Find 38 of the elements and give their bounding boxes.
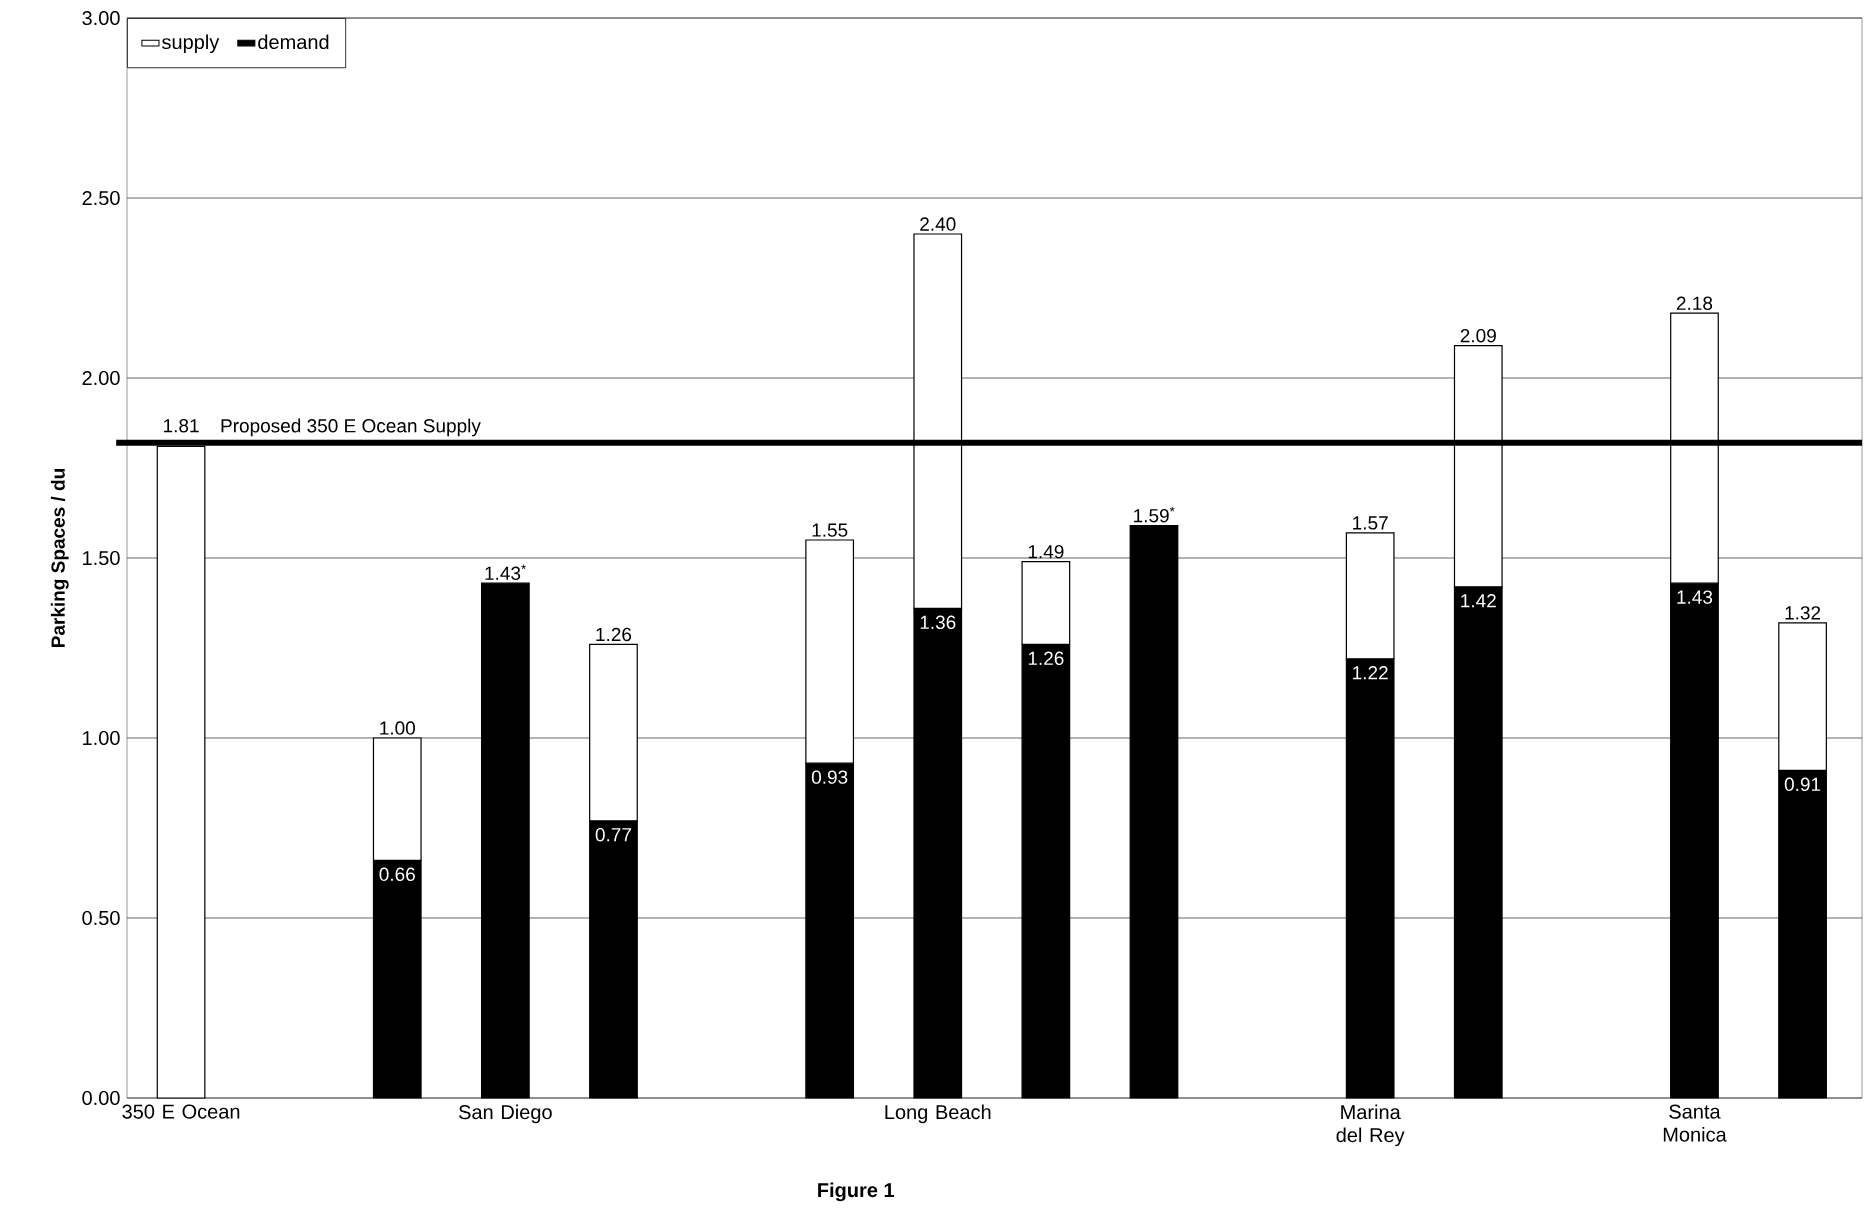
caption: Figure 1 xyxy=(818,1182,895,1202)
total-label: 2.09 xyxy=(1460,328,1496,343)
data-label: 0.91 xyxy=(1784,777,1821,792)
x-tick-label: Santa Monica xyxy=(1663,1104,1727,1142)
total-label: 2.40 xyxy=(920,217,956,231)
y-tick-label: 1.00 xyxy=(83,730,120,746)
total-label: 1.81 xyxy=(164,418,199,433)
data-label: 1.22 xyxy=(1353,666,1388,680)
data-label: 1.43 xyxy=(1677,590,1713,604)
data-label: 1.36 xyxy=(920,615,956,630)
y-tick-label: 2.00 xyxy=(82,370,120,386)
data-label: 0.66 xyxy=(379,867,415,882)
y-axis-title: Parking Spaces / du xyxy=(50,468,69,648)
total-label: 1.49 xyxy=(1028,544,1064,559)
data-label: 1.42 xyxy=(1461,594,1496,608)
total-label: 1.00 xyxy=(380,721,415,735)
data-label: 0.93 xyxy=(811,770,848,784)
data-label: 1.43$^{*}$ xyxy=(485,564,526,581)
total-label: 1.32 xyxy=(1785,606,1821,620)
x-tick-label: Long Beach xyxy=(885,1104,991,1124)
y-tick-label: 0.50 xyxy=(82,910,120,926)
y-tick-label: 3.00 xyxy=(82,10,120,26)
y-tick-label: 1.50 xyxy=(83,550,120,566)
y-tick-label: 0.00 xyxy=(82,1090,120,1106)
total-label: 2.18 xyxy=(1676,296,1713,311)
x-tick-label: 350 E Ocean xyxy=(122,1104,240,1119)
ref-line-label: Proposed 350 E Ocean Supply xyxy=(221,418,481,437)
total-label: 1.57 xyxy=(1353,516,1388,530)
total-label: 1.55 xyxy=(812,523,848,537)
data-label: 0.77 xyxy=(595,827,631,842)
x-tick-label: San Diego xyxy=(459,1104,552,1124)
data-label: 1.26 xyxy=(1028,651,1064,666)
total-label: 1.26 xyxy=(596,627,632,642)
x-tick-label: Marina del Rey xyxy=(1336,1104,1405,1147)
legend-label: demand xyxy=(258,34,329,50)
data-label: 1.59$^{*}$ xyxy=(1134,506,1175,523)
legend-label: supply xyxy=(162,34,220,54)
y-tick-label: 2.50 xyxy=(82,190,120,206)
